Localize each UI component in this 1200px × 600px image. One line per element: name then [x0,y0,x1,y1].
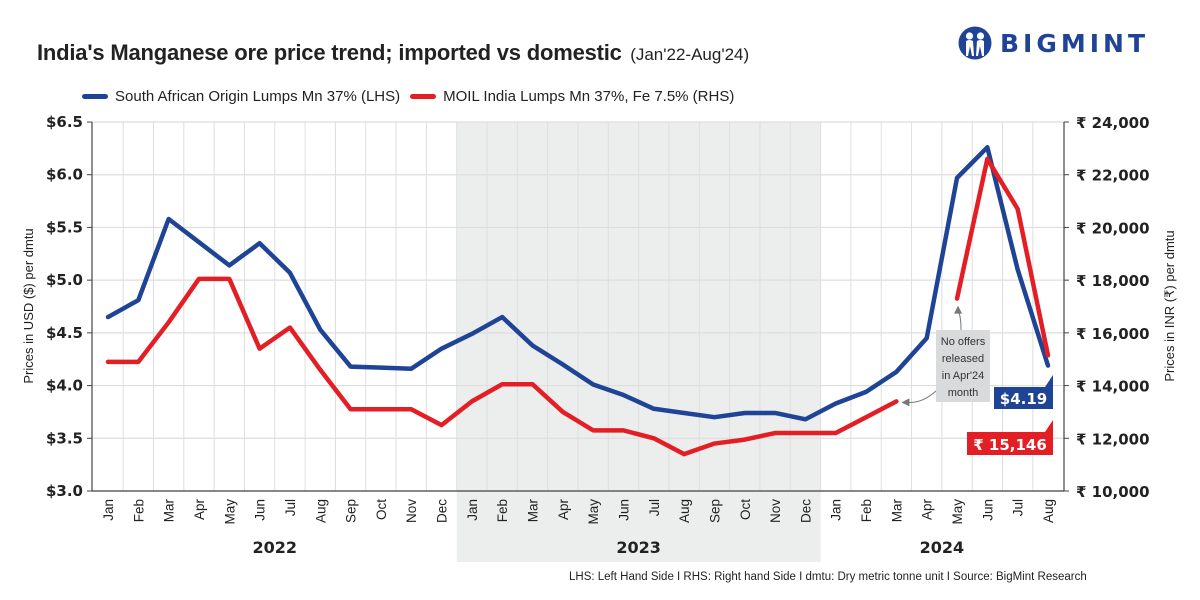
y-right-tick-label: ₹ 10,000 [1076,483,1150,501]
legend: South African Origin Lumps Mn 37% (LHS) … [82,88,744,105]
y-right-tick-label: ₹ 12,000 [1076,430,1150,448]
x-tick-label: May [222,499,237,525]
x-tick-label: Mar [526,498,541,522]
y-right-tick-label: ₹ 20,000 [1076,219,1150,237]
series-lines [105,145,1051,457]
end-value-badges: $4.19 ₹ 15,146 [967,375,1053,455]
x-tick-label: Jul [1011,499,1026,516]
x-tick-label: Oct [374,499,389,520]
x-tick-label: Jan [465,499,480,521]
year-label-2022: 2022 [253,538,298,557]
x-tick-label: Feb [495,499,510,522]
axes [87,121,1069,492]
x-tick-label: Aug [677,499,692,523]
annotation-text: released [942,353,984,365]
legend-item-south-african: South African Origin Lumps Mn 37% (LHS) [82,88,400,105]
x-tick-label: Feb [859,499,874,522]
annotation-box [936,330,990,402]
year-label-2023: 2023 [616,538,661,557]
x-tick-label: Aug [1041,499,1056,523]
x-tick-label: May [586,499,601,525]
y-left-tick-label: $6.0 [46,166,83,184]
x-tick-label: Feb [131,499,146,522]
x-tick-label: Aug [313,499,328,523]
y-right-tick-labels: ₹ 10,000 ₹ 12,000 ₹ 14,000 ₹ 16,000 ₹ 18,000… [1076,114,1150,501]
x-tick-label: Oct [738,499,753,520]
x-tick-label: Apr [192,499,207,521]
line-moil-india [954,156,1051,358]
annotation-text: No offers [941,336,986,348]
x-tick-label: Jun [980,499,995,521]
legend-label: South African Origin Lumps Mn 37% (LHS) [115,88,401,105]
x-tick-label: Dec [798,499,813,523]
bigmint-people-logo-icon [958,26,992,60]
line-south-african-origin [105,145,1051,422]
x-tick-label: Apr [920,499,935,521]
annotation-arrow-line [958,312,962,331]
annotation-arrow-line [908,390,937,403]
chart-subtitle: (Jan'22-Aug'24) [630,45,750,64]
x-tick-label: Sep [707,499,722,523]
y-left-tick-label: $5.5 [46,218,83,236]
y-left-tick-label: $3.0 [46,482,83,500]
badge-moil-end-value-bg [967,420,1053,455]
x-tick-label: Nov [404,499,419,523]
x-tick-label: Jun [616,499,631,521]
legend-swatch-blue [82,94,108,99]
x-tick-label: Jan [101,499,116,521]
x-tick-label: Nov [768,499,783,523]
annotation-arrowhead [954,305,963,314]
y-right-tick-label: ₹ 18,000 [1076,272,1150,290]
brand-name: BIGMINT [1000,28,1150,58]
x-tick-label: Apr [556,499,571,521]
chart-title-block: India's Manganese ore price trend; impor… [37,40,749,66]
x-tick-label: Jun [253,499,268,521]
y-right-tick-label: ₹ 16,000 [1076,325,1150,343]
chart-title: India's Manganese ore price trend; impor… [37,40,622,65]
x-tick-label: Mar [889,498,904,522]
x-tick-label: Dec [435,499,450,523]
annotation-no-offers: No offers released in Apr'24 month [901,305,990,407]
bigmint-logo: BIGMINT [958,26,1149,60]
x-tick-label: May [950,499,965,525]
badge-south-african-end-value-bg [994,375,1053,409]
x-tick-label: Jul [647,499,662,516]
gridlines [92,121,1064,492]
annotation-arrowhead [901,398,910,407]
y-left-tick-label: $4.0 [46,377,83,395]
y-left-axis-title: Prices in USD ($) per dmtu [21,228,36,383]
x-tick-label: Jul [283,499,298,516]
y-right-tick-label: ₹ 22,000 [1076,167,1150,185]
x-tick-labels: Jan Feb Mar Apr May Jun Jul Aug Sep Oct Nov Dec Jan F… [101,498,1056,524]
badge-moil-end-value-text: ₹ 15,146 [973,436,1047,454]
y-left-tick-label: $5.0 [46,271,83,289]
footer-note: LHS: Left Hand Side I RHS: Right hand Si… [569,571,1087,583]
y-left-tick-label: $6.5 [46,113,83,131]
y-right-tick-label: ₹ 14,000 [1076,378,1150,396]
x-tick-label: Mar [162,498,177,522]
y-left-tick-labels: $3.0 $3.5 $4.0 $4.5 $5.0 $5.5 $6.0 $6.5 [46,113,83,500]
y-left-tick-label: $3.5 [46,429,83,447]
legend-label: MOIL India Lumps Mn 37%, Fe 7.5% (RHS) [443,88,735,105]
y-right-axis-title: Prices in INR (₹) per dmtu [1162,230,1177,381]
annotation-text: month [948,387,979,399]
line-moil-india [105,276,899,457]
y-left-tick-label: $4.5 [46,324,83,342]
legend-item-moil: MOIL India Lumps Mn 37%, Fe 7.5% (RHS) [410,88,734,105]
legend-swatch-red [410,94,437,99]
year-labels: 2022 2023 2024 [253,538,965,557]
annotation-text: in Apr'24 [942,370,984,382]
x-tick-label: Jan [829,499,844,521]
year-label-2024: 2024 [920,538,965,557]
y-right-tick-label: ₹ 24,000 [1076,114,1150,132]
badge-south-african-end-value-text: $4.19 [1000,390,1047,408]
x-tick-label: Sep [344,499,359,523]
